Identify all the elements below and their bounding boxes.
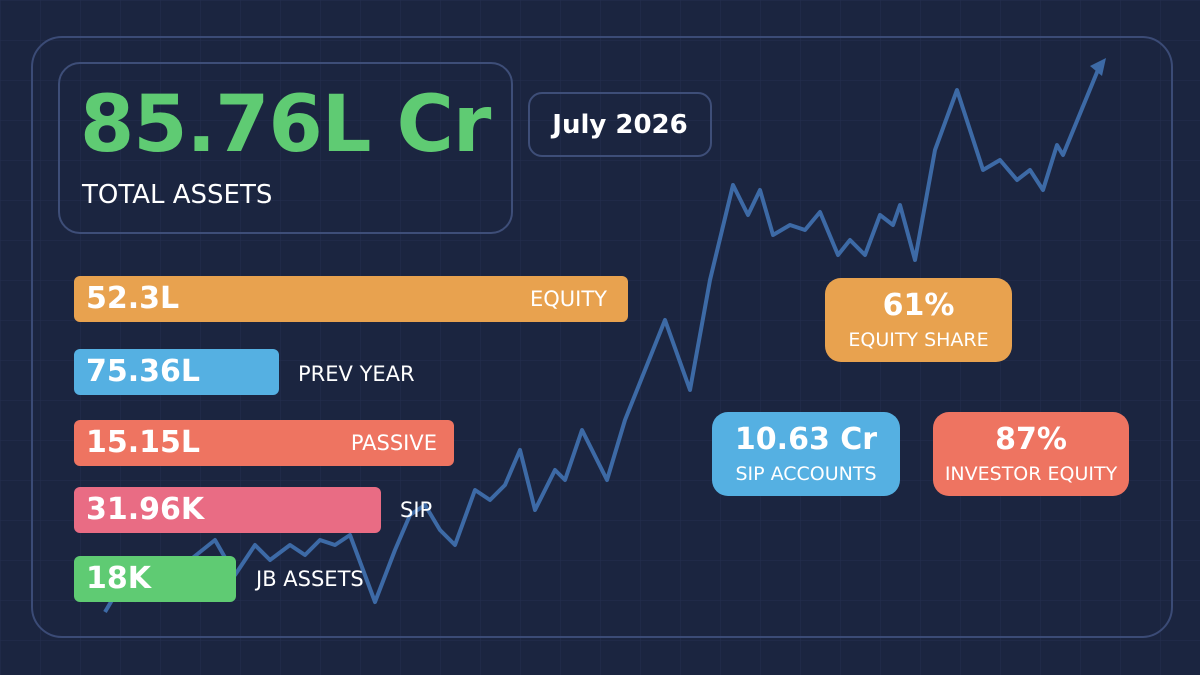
metric-value: 52.3L — [86, 281, 180, 316]
metric-bar — [74, 276, 628, 322]
stat-card: 87% INVESTOR EQUITY — [933, 412, 1129, 496]
card-value: 61% — [882, 288, 955, 323]
metric-bar — [74, 556, 236, 602]
trend-line — [103, 64, 1102, 614]
card-label: EQUITY SHARE — [848, 329, 989, 351]
metric-label: EQUITY — [529, 287, 607, 311]
stat-card: 10.63 Cr SIP ACCOUNTS — [712, 412, 900, 496]
stat-card: 61% EQUITY SHARE — [825, 278, 1012, 362]
metric-bar — [74, 487, 381, 533]
metric-label: JB ASSETS — [256, 567, 364, 591]
date: July 2026 — [528, 92, 712, 157]
metric-value: 75.36L — [86, 354, 201, 389]
metric-label: PASSIVE — [350, 431, 437, 455]
metric-value: 18K — [86, 561, 151, 596]
card-value: 10.63 Cr — [734, 422, 878, 457]
metric-label: SIP — [400, 498, 433, 522]
card-label: SIP ACCOUNTS — [735, 463, 877, 485]
card-label: INVESTOR EQUITY — [944, 463, 1118, 485]
total-box — [58, 62, 513, 234]
metric-label: PREV YEAR — [298, 362, 415, 386]
metric-value: 31.96K — [86, 492, 205, 527]
metric-bar — [74, 349, 279, 395]
card-value: 87% — [995, 422, 1067, 457]
metric-bar — [74, 420, 454, 466]
total-value: 85.76L Cr — [80, 80, 491, 170]
total-label: TOTAL ASSETS — [82, 180, 273, 210]
metric-value: 15.15L — [86, 425, 201, 460]
